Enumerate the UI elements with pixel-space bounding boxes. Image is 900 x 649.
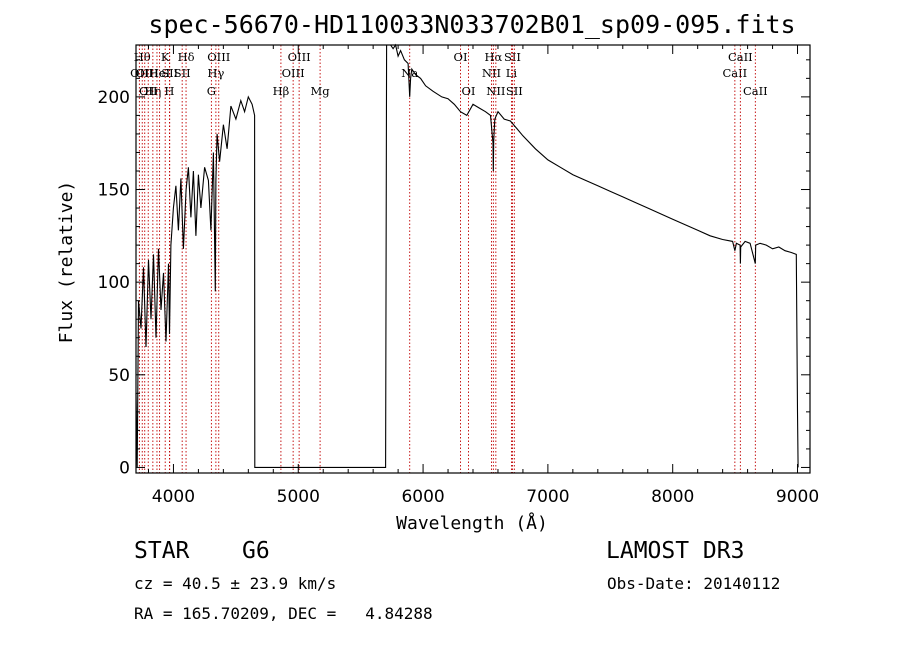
- y-tick-label: 100: [98, 273, 130, 293]
- spectral-line-label: Hα: [484, 50, 502, 64]
- spectral-line-label: Hδ: [178, 50, 195, 64]
- spectral-line-label: Hη: [144, 84, 161, 98]
- chart-title: spec-56670-HD110033N033702B01_sp09-095.f…: [148, 10, 795, 39]
- y-axis-label: Flux (relative): [56, 181, 77, 344]
- spectrum-chart: spec-56670-HD110033N033702B01_sp09-095.f…: [56, 10, 819, 534]
- sky-coordinates: RA = 165.70209, DEC = 4.84288: [134, 604, 433, 623]
- spectral-line-label: K: [161, 50, 170, 64]
- spectral-line-label: Mg: [311, 84, 331, 98]
- spectral-line-label: Hγ: [207, 66, 224, 80]
- plot-frame: [135, 44, 811, 474]
- spectral-line-label: SII: [161, 66, 178, 80]
- spectral-line-label: OI: [454, 50, 468, 64]
- spectral-line-label: SII: [506, 84, 523, 98]
- spectral-line-markers: OIIHθOIIOIIHηHeHeIKHSIISIIHδGHγOIIIHβOII…: [130, 45, 768, 473]
- spectral-line-label: Li: [506, 66, 518, 80]
- y-tick-label: 0: [119, 458, 130, 478]
- spectral-line-label: SII: [174, 66, 191, 80]
- spectral-line-label: NII: [486, 84, 505, 98]
- spectral-line-label: OIII: [282, 66, 305, 80]
- y-tick-label: 150: [98, 181, 130, 201]
- spectral-line-label: CaII: [743, 84, 768, 98]
- x-tick-label: 5000: [277, 487, 320, 507]
- spectral-line-label: He: [149, 66, 166, 80]
- spectral-line-label: Na: [401, 66, 418, 80]
- spectral-line-label: NII: [482, 66, 501, 80]
- x-tick-label: 4000: [152, 487, 195, 507]
- y-tick-label: 50: [108, 366, 130, 386]
- spectral-line-label: OIII: [288, 50, 311, 64]
- spectral-line-label: OI: [462, 84, 476, 98]
- x-tick-label: 8000: [651, 487, 694, 507]
- x-tick-label: 6000: [401, 487, 444, 507]
- spectral-line-label: CaII: [722, 66, 747, 80]
- x-axis-label: Wavelength (Å): [396, 512, 548, 534]
- object-subclass: G6: [242, 538, 270, 564]
- y-tick-label: 200: [98, 88, 130, 108]
- spectrum-series: [135, 43, 799, 468]
- spectral-line-label: CaII: [728, 50, 753, 64]
- spectral-line-label: Hβ: [273, 84, 290, 98]
- spectral-line-label: Hθ: [134, 50, 151, 64]
- x-tick-label: 7000: [526, 487, 569, 507]
- survey-name: LAMOST DR3: [606, 538, 745, 564]
- object-class: STAR: [134, 538, 190, 564]
- redshift-velocity: cz = 40.5 ± 23.9 km/s: [134, 574, 337, 593]
- spectral-line-label: OII: [135, 66, 154, 80]
- axis-ticks: 4000 5000 6000 7000 8000 9000 0 50 100 150 200: [98, 45, 819, 507]
- spectral-line-label: G: [207, 84, 216, 98]
- x-tick-label: 9000: [776, 487, 819, 507]
- spectral-line-label: OIII: [207, 50, 230, 64]
- spectral-line-label: SII: [504, 50, 521, 64]
- observation-date: Obs-Date: 20140112: [607, 574, 781, 593]
- spectral-line-label: OII: [130, 66, 149, 80]
